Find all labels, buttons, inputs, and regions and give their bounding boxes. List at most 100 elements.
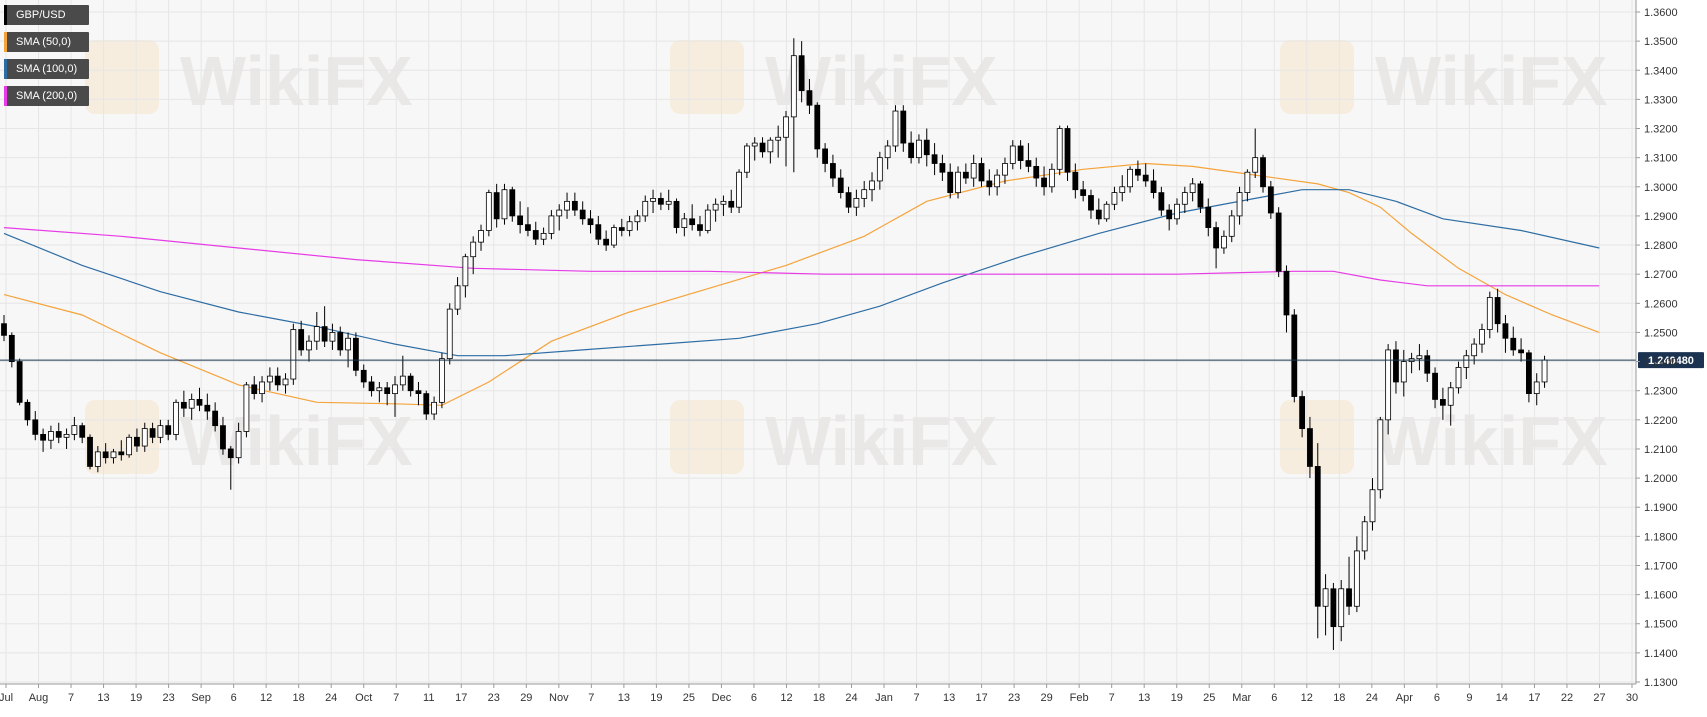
candle: [274, 367, 281, 391]
candle: [94, 446, 101, 473]
candle-body: [1502, 323, 1509, 339]
candle: [352, 332, 359, 377]
candle-body: [673, 200, 680, 228]
candle-body: [579, 209, 586, 220]
candle: [1135, 160, 1141, 181]
legend-item-sma50[interactable]: SMA (50,0): [4, 32, 90, 52]
candle: [16, 358, 23, 406]
candle: [1510, 326, 1517, 356]
candle-body: [1080, 189, 1087, 196]
candle: [55, 422, 62, 444]
legend-item-sma200[interactable]: SMA (200,0): [4, 86, 90, 106]
candle-body: [1463, 355, 1470, 368]
candle: [571, 192, 578, 216]
x-tick-label: 13: [97, 692, 109, 704]
x-tick-label: 7: [588, 692, 594, 704]
candle-body: [1142, 174, 1149, 182]
candle: [775, 125, 782, 158]
candle-body: [282, 378, 289, 386]
candle: [1205, 198, 1212, 237]
candle-body: [1385, 349, 1392, 421]
candle-body: [454, 285, 461, 310]
candle: [978, 157, 985, 187]
candle: [814, 102, 821, 158]
candle: [1502, 314, 1509, 353]
candle: [1518, 338, 1524, 362]
candle-body: [110, 451, 117, 459]
candle: [407, 373, 414, 397]
candle: [564, 192, 570, 219]
candle-body: [603, 238, 610, 246]
candle-body: [485, 192, 492, 231]
candle-body: [1518, 349, 1524, 354]
candle-body: [970, 163, 977, 179]
candle: [876, 151, 883, 190]
candle: [204, 393, 211, 420]
candle-body: [939, 163, 946, 173]
candle-body: [923, 139, 930, 156]
candle-body: [955, 171, 961, 194]
candle: [1213, 221, 1219, 269]
candle-body: [87, 436, 93, 467]
candle-body: [1205, 206, 1212, 228]
candle-body: [1267, 186, 1274, 214]
candle: [71, 416, 78, 441]
y-tick-label: 1.1600: [1644, 590, 1678, 602]
watermark-text: WikiFX: [180, 42, 413, 120]
candle: [165, 419, 172, 441]
candle-body: [48, 431, 54, 441]
candle: [697, 215, 703, 237]
candle: [908, 131, 915, 164]
candle-body: [306, 340, 312, 351]
candle: [118, 440, 125, 461]
candle-body: [1119, 186, 1126, 194]
candle-body: [376, 387, 383, 392]
candle: [212, 402, 219, 432]
candle-body: [407, 375, 414, 392]
candle: [227, 446, 234, 490]
candle: [1033, 157, 1040, 187]
candle-body: [564, 200, 570, 211]
candle: [501, 183, 508, 225]
candle: [1393, 341, 1399, 394]
candle-body: [892, 110, 899, 147]
legend-item-sma100[interactable]: SMA (100,0): [4, 59, 90, 79]
candle: [923, 128, 930, 167]
candle-body: [618, 227, 625, 231]
candle: [759, 137, 766, 158]
candle-body: [1494, 297, 1501, 325]
candle-body: [837, 177, 844, 194]
candle-body: [1244, 171, 1251, 194]
candle: [994, 169, 1001, 196]
candle: [126, 434, 133, 458]
candle: [1486, 291, 1493, 339]
candle: [141, 422, 148, 452]
candle: [1338, 580, 1345, 642]
candle: [1002, 157, 1008, 184]
candle-body: [423, 393, 430, 415]
x-tick-label: 6: [1434, 692, 1440, 704]
candle-body: [861, 189, 868, 199]
candle-body: [509, 189, 516, 217]
y-tick-label: 1.2300: [1644, 386, 1678, 398]
candle: [1385, 344, 1392, 435]
candle-body: [243, 384, 250, 432]
candle-body: [16, 361, 23, 403]
candle-body: [329, 332, 336, 342]
candle: [525, 207, 531, 237]
candle-body: [313, 326, 320, 342]
candle: [1197, 180, 1204, 213]
candle: [861, 180, 868, 208]
x-tick-label: Feb: [1070, 692, 1089, 704]
candle-body: [525, 224, 531, 231]
watermark-text: WikiFX: [765, 402, 998, 480]
candle-body: [916, 139, 922, 159]
x-tick-label: 18: [1333, 692, 1345, 704]
candle: [853, 189, 860, 216]
candle: [962, 163, 969, 184]
legend-item-symbol[interactable]: GBP/USD: [4, 5, 90, 25]
candle: [1095, 198, 1102, 225]
candle: [1041, 166, 1047, 196]
candle-body: [1400, 361, 1407, 383]
y-tick-label: 1.3000: [1644, 182, 1678, 194]
